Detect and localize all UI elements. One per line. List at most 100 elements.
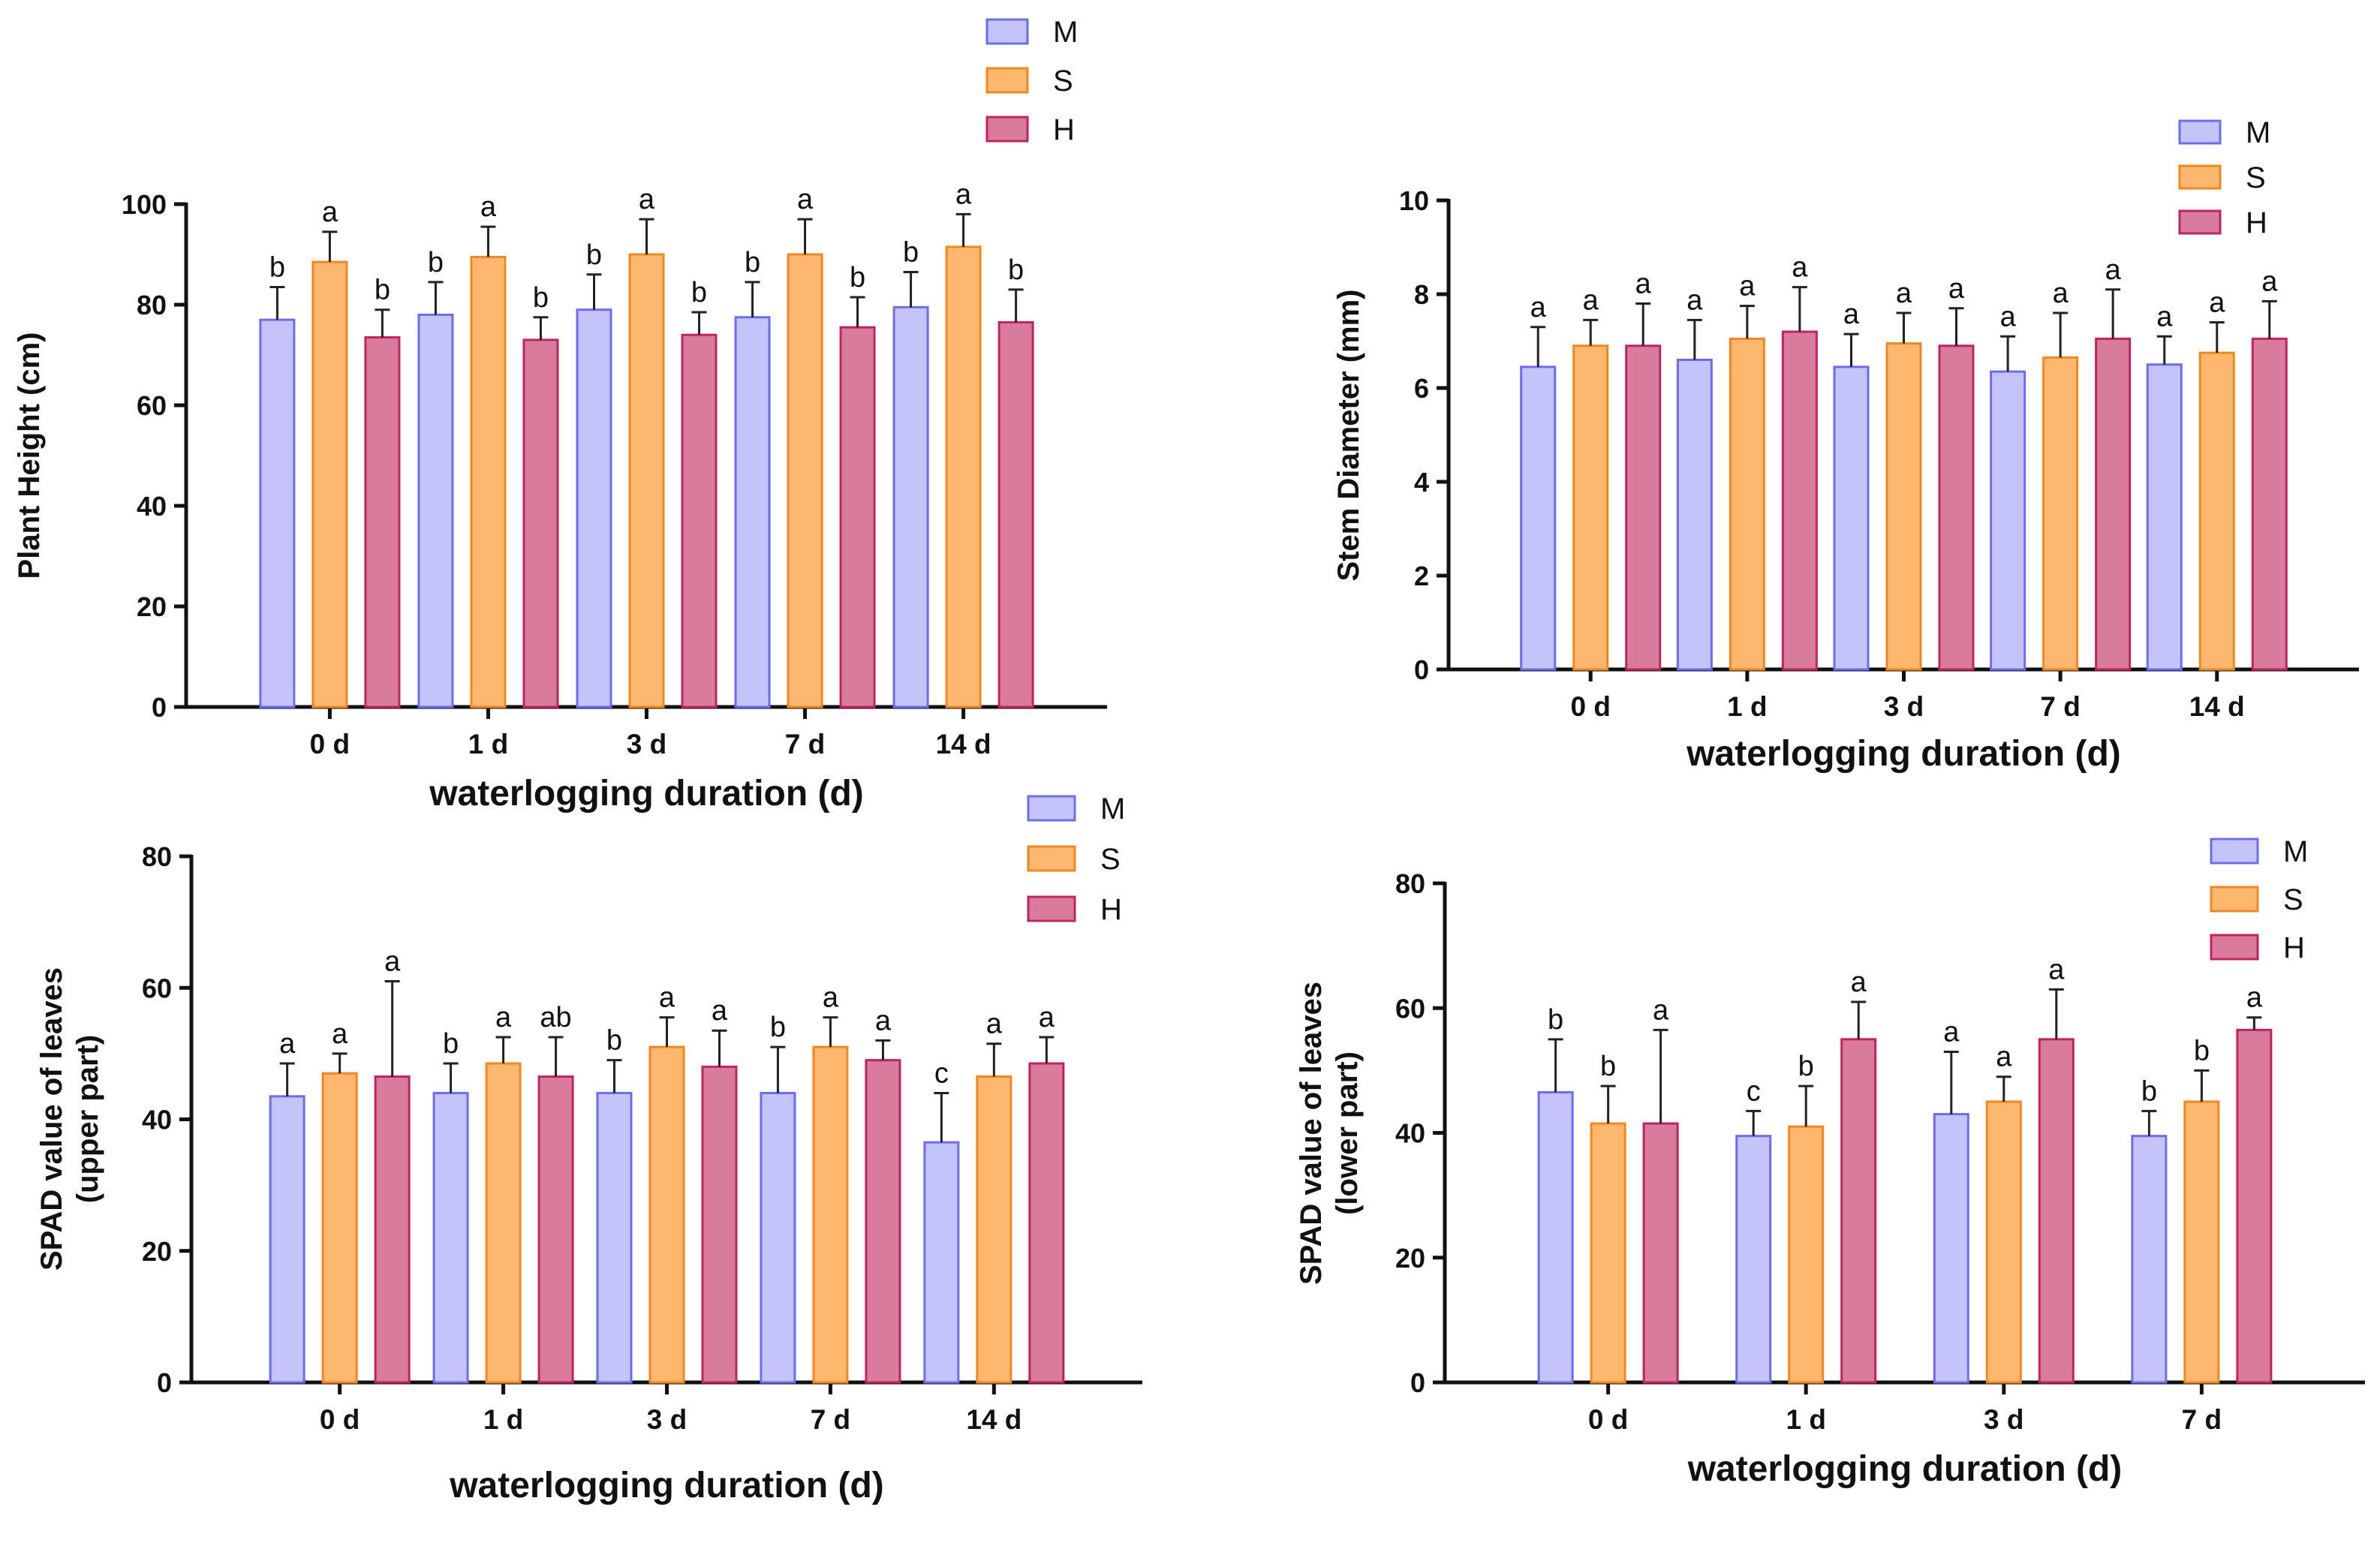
bar-S: [1788, 1125, 1825, 1384]
significance-letter: b: [691, 277, 707, 308]
bar-H: [839, 326, 876, 708]
legend-label-M: M: [1053, 16, 1078, 49]
bar-M: [596, 1091, 633, 1384]
y-axis-title-line: SPAD value of leaves: [1295, 982, 1328, 1285]
significance-letter: b: [375, 275, 390, 306]
y-axis-title: Plant Height (cm): [13, 332, 46, 579]
significance-letter: a: [1039, 1002, 1055, 1033]
bar-M: [1676, 359, 1713, 671]
bar-H: [537, 1075, 574, 1384]
significance-letter: a: [384, 946, 401, 977]
bar-H: [364, 336, 401, 708]
y-tick-label: 60: [142, 973, 172, 1003]
significance-letter: a: [480, 191, 497, 223]
significance-letter: a: [1583, 284, 1599, 316]
y-tick-label: 8: [1414, 279, 1429, 310]
significance-letter: b: [2141, 1075, 2157, 1107]
bar-M: [760, 1091, 796, 1384]
bar-M: [892, 305, 929, 708]
legend-swatch-S: [2178, 164, 2222, 190]
significance-letter: b: [1008, 254, 1024, 286]
significance-letter: a: [2053, 278, 2069, 309]
y-axis-title: Stem Diameter (mm): [1332, 289, 1365, 581]
x-tick-label: 7 d: [811, 1404, 850, 1435]
y-tick-label: 60: [1395, 993, 1425, 1024]
bar-M: [1833, 365, 1870, 671]
y-tick-label: 20: [142, 1236, 172, 1267]
bar-S: [812, 1045, 849, 1384]
bar-H: [701, 1065, 738, 1384]
x-tick-label: 14 d: [966, 1404, 1022, 1435]
significance-letter: a: [2261, 266, 2278, 297]
significance-letter: a: [659, 982, 675, 1014]
significance-letter: a: [2156, 301, 2173, 332]
significance-letter: a: [1843, 299, 1860, 330]
bar-S: [628, 253, 665, 708]
bar-H: [1625, 344, 1662, 671]
legend-swatch-H: [1027, 895, 1076, 922]
significance-letter: b: [533, 282, 549, 314]
significance-letter: b: [606, 1025, 622, 1057]
bar-M: [269, 1095, 305, 1384]
significance-letter: a: [797, 184, 814, 215]
y-tick-label: 4: [1414, 467, 1429, 498]
legend-swatch-M: [985, 18, 1029, 45]
bar-S: [1885, 342, 1922, 671]
legend-label-H: H: [2283, 931, 2305, 964]
plant-height-chart: 0 20 40 60 80 100 0 d b a b 1 d b a b 3 d b a b 7 d b a b 14 d…: [13, 16, 1107, 814]
significance-letter: b: [443, 1028, 459, 1060]
significance-letter: a: [2209, 287, 2225, 319]
y-tick-label: 0: [1414, 654, 1429, 685]
bar-S: [1729, 337, 1765, 671]
bar-M: [417, 313, 454, 708]
legend-swatch-S: [2210, 886, 2259, 913]
significance-letter: b: [850, 262, 865, 293]
significance-letter: a: [1686, 284, 1703, 316]
significance-letter: a: [986, 1009, 1003, 1040]
bar-M: [1990, 370, 2026, 671]
significance-letter: a: [639, 184, 655, 215]
legend-swatch-S: [1027, 845, 1076, 872]
bar-S: [311, 260, 348, 708]
bar-H: [2251, 337, 2288, 671]
legend-label-H: H: [2246, 206, 2267, 239]
y-axis-title: SPAD value of leaves (lower part): [1295, 982, 1364, 1285]
x-tick-label: 14 d: [2189, 691, 2245, 722]
x-tick-label: 7 d: [2040, 691, 2080, 722]
bar-S: [470, 255, 507, 708]
legend-label-S: S: [2283, 883, 2303, 916]
bar-M: [576, 308, 612, 708]
bar-S: [2042, 356, 2079, 671]
significance-letter: a: [322, 197, 338, 228]
y-tick-label: 2: [1414, 561, 1429, 591]
legend-swatch-M: [1027, 795, 1076, 822]
significance-letter: b: [1798, 1051, 1814, 1082]
y-tick-label: 0: [1410, 1367, 1425, 1398]
y-axis-title-line: (upper part): [71, 1035, 104, 1203]
x-tick-label: 3 d: [647, 1404, 687, 1435]
significance-letter: b: [1548, 1004, 1563, 1036]
x-axis-title: waterlogging duration (d): [1686, 734, 2121, 774]
bar-H: [1642, 1122, 1679, 1384]
significance-letter: a: [1943, 1016, 1960, 1048]
y-tick-label: 20: [1395, 1243, 1425, 1274]
bar-M: [432, 1091, 469, 1384]
x-tick-label: 7 d: [2182, 1404, 2222, 1435]
significance-letter: a: [1948, 273, 1965, 305]
x-axis-title: waterlogging duration (d): [1687, 1449, 2123, 1489]
legend-swatch-H: [2210, 934, 2259, 961]
significance-letter: a: [2105, 254, 2122, 286]
significance-letter: b: [428, 247, 444, 278]
bar-S: [321, 1072, 358, 1384]
bar-H: [681, 333, 718, 708]
bar-H: [522, 338, 559, 708]
significance-letter: a: [823, 982, 839, 1014]
y-axis-title: SPAD value of leaves (upper part): [35, 967, 104, 1271]
x-tick-label: 3 d: [1984, 1404, 2023, 1435]
y-tick-label: 80: [142, 841, 172, 872]
significance-letter: b: [2194, 1035, 2210, 1066]
significance-letter: b: [269, 252, 285, 284]
significance-letter: a: [1851, 967, 1867, 998]
bar-M: [734, 316, 771, 708]
